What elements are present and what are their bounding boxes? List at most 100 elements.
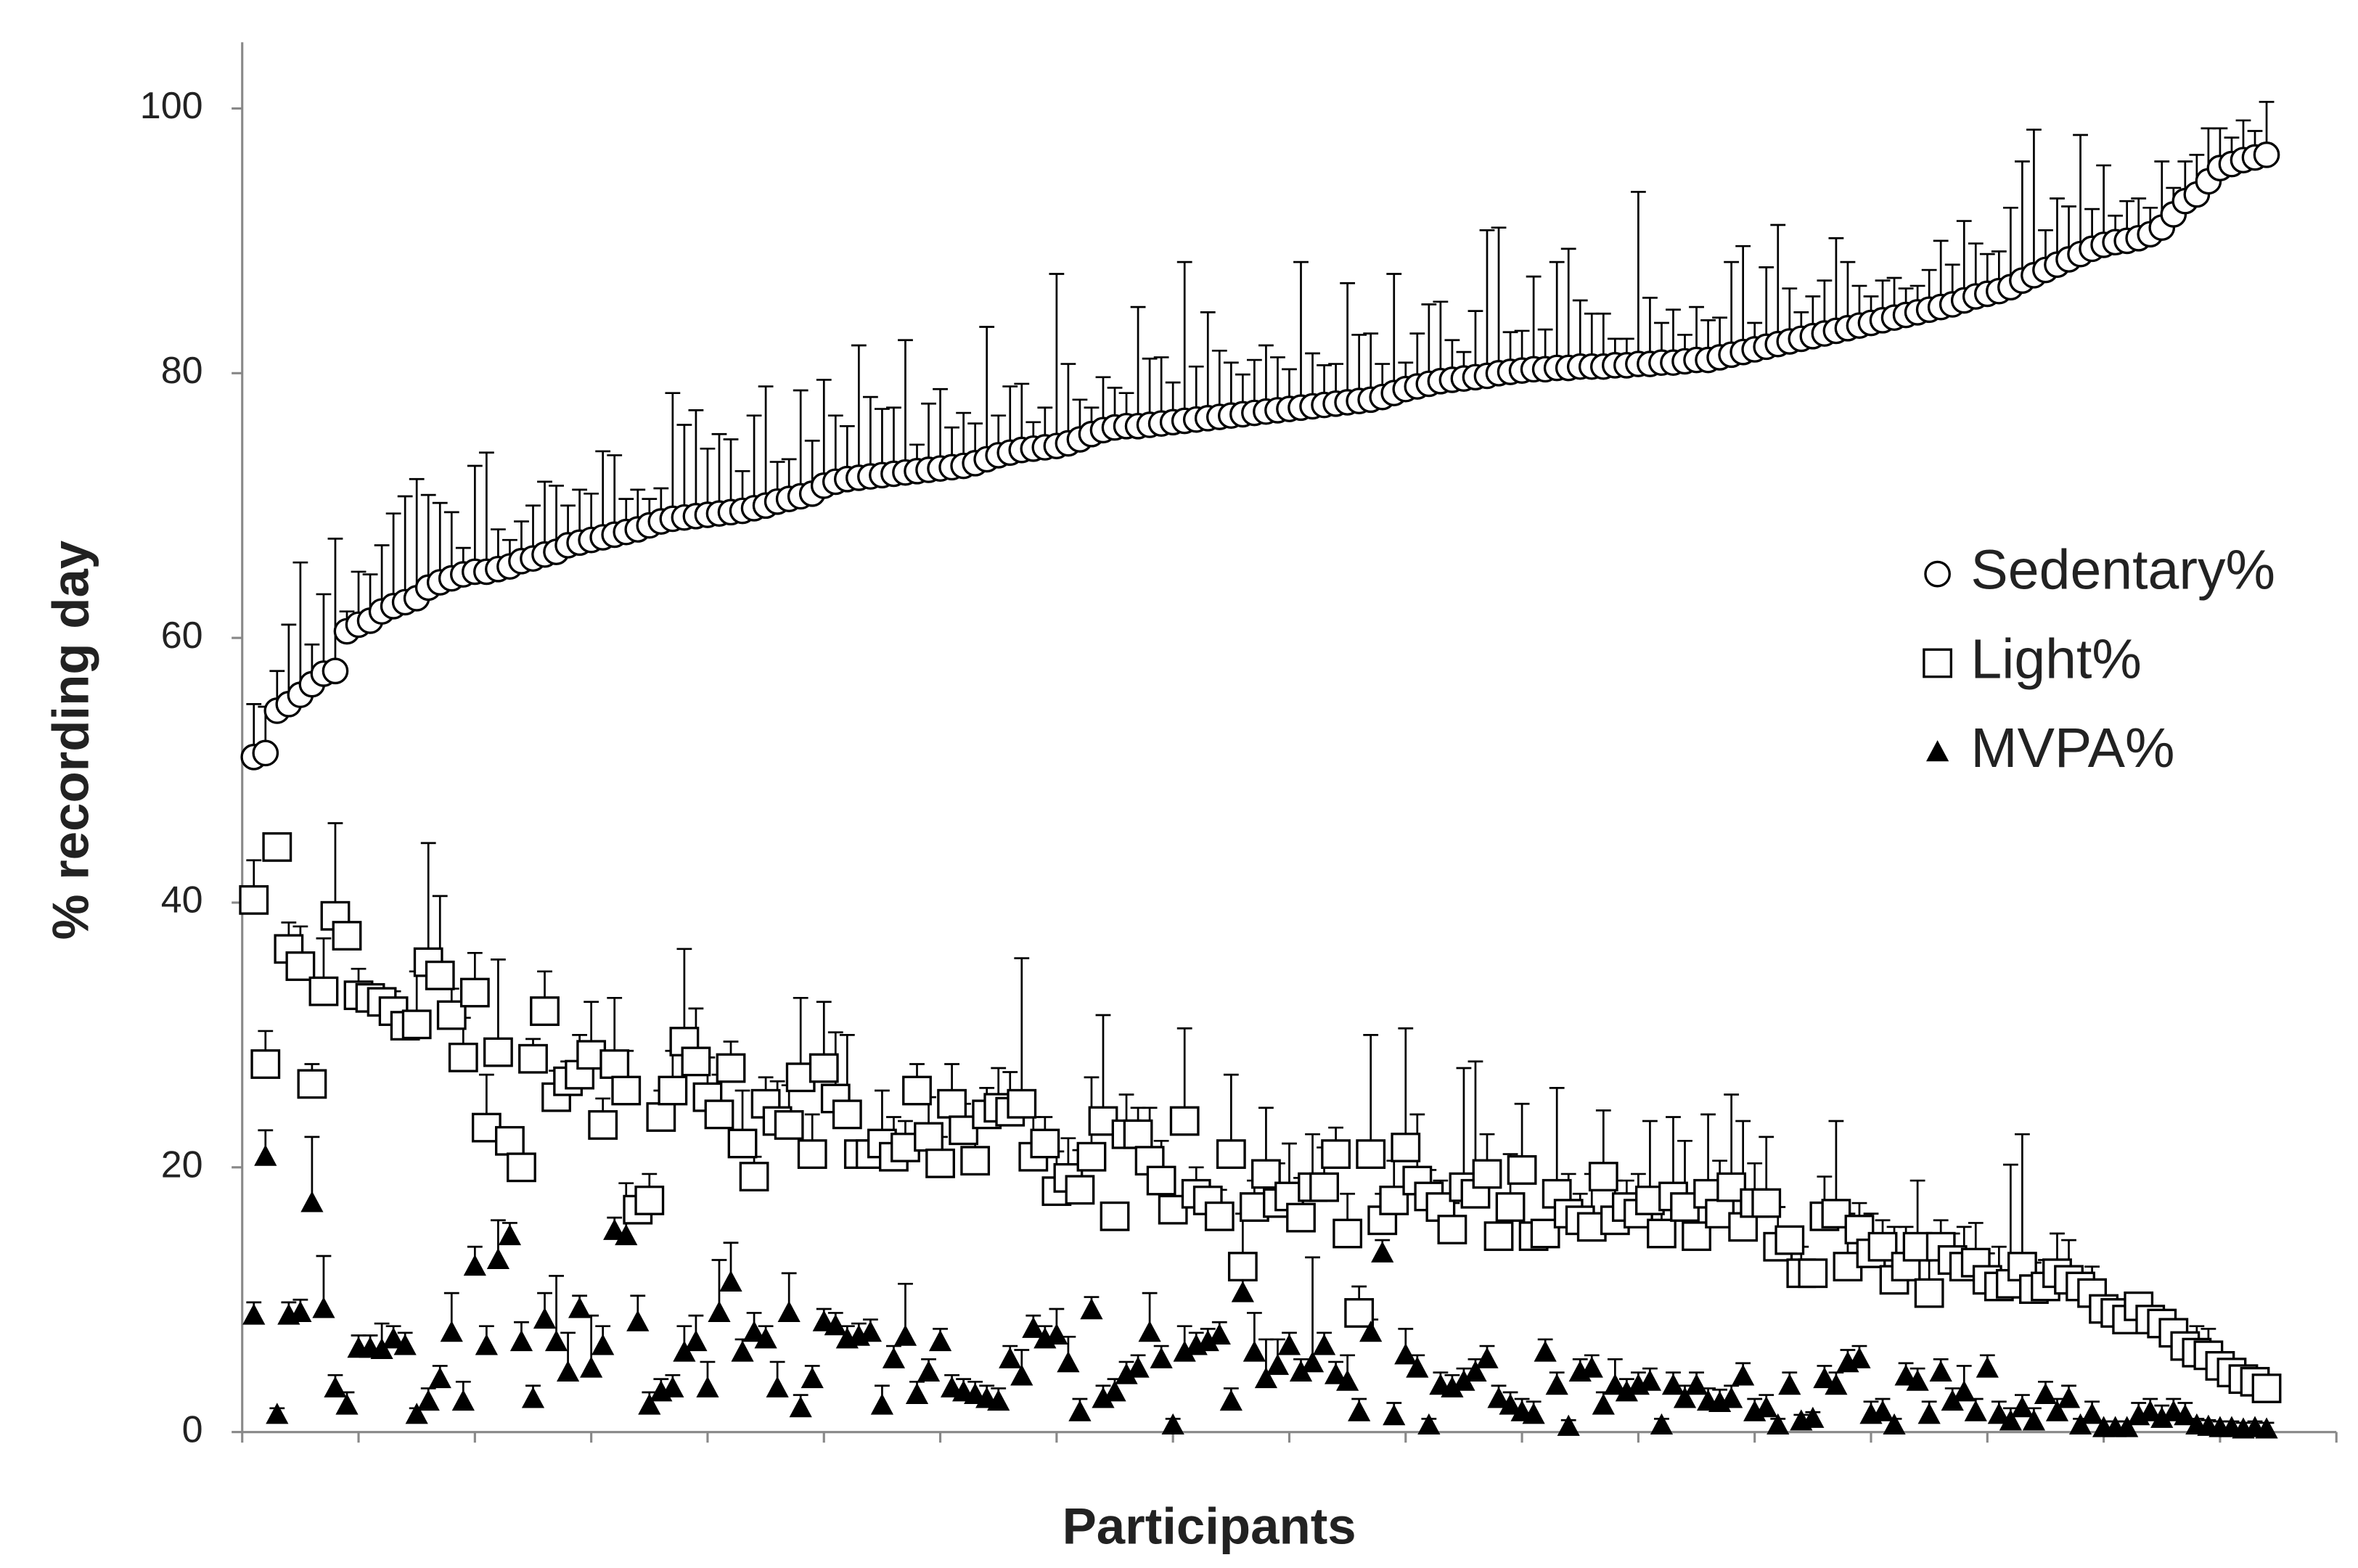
point — [716, 1053, 746, 1083]
point — [1394, 1343, 1417, 1365]
point — [1507, 1155, 1537, 1185]
point — [332, 921, 362, 951]
error-bar — [688, 409, 704, 517]
point — [808, 1053, 839, 1083]
point — [1204, 1201, 1235, 1231]
point — [1076, 1141, 1107, 1172]
error-bar — [2014, 160, 2030, 281]
point — [370, 1337, 393, 1360]
error-bar — [898, 339, 913, 473]
point — [417, 1390, 440, 1411]
point — [1964, 1400, 1987, 1421]
point — [1356, 1139, 1386, 1169]
point — [2253, 141, 2280, 168]
point — [1522, 1403, 1545, 1424]
error-bar — [1479, 229, 1495, 376]
error-bar — [1305, 1256, 1320, 1363]
error-bar — [1176, 260, 1192, 421]
point — [2068, 1413, 2092, 1435]
point — [696, 1376, 719, 1397]
point — [2139, 1400, 2162, 1421]
error-bar — [1176, 1027, 1192, 1121]
point — [1755, 1396, 1778, 1418]
point — [1103, 1380, 1126, 1402]
point — [893, 1324, 917, 1346]
point — [1778, 1374, 1801, 1395]
error-bar — [1293, 260, 1309, 408]
point — [681, 1046, 711, 1077]
point — [824, 1314, 847, 1336]
point — [1161, 1413, 1184, 1435]
point — [1010, 1364, 1033, 1386]
y-tick-label: 80 — [161, 350, 203, 392]
point — [646, 1102, 676, 1132]
legend-item: Light% — [1923, 628, 2142, 690]
point — [518, 1043, 548, 1074]
point — [1123, 1119, 1153, 1149]
point — [1774, 1225, 1805, 1255]
point — [568, 1297, 591, 1318]
point — [1309, 1172, 1339, 1202]
point — [1557, 1414, 1580, 1436]
error-bar — [758, 385, 774, 506]
point — [335, 1393, 359, 1415]
point — [1883, 1413, 1906, 1435]
error-bar — [1095, 1014, 1111, 1121]
point — [1030, 1128, 1060, 1159]
point — [308, 976, 339, 1006]
point — [544, 1329, 568, 1352]
point — [1615, 1380, 1638, 1402]
error-bar — [1386, 273, 1402, 393]
point — [509, 1329, 533, 1352]
point — [1952, 1380, 1976, 1402]
y-tick-label: 60 — [161, 615, 203, 657]
legend-swatch — [1925, 740, 1949, 762]
error-bar — [1491, 226, 1507, 374]
point — [870, 1393, 894, 1415]
point — [611, 1075, 642, 1106]
error-bar — [1049, 273, 1065, 446]
point — [1057, 1351, 1080, 1373]
point — [580, 1356, 603, 1378]
error-bar — [420, 493, 436, 588]
legend-item: Sedentary% — [1924, 538, 2275, 601]
point — [1312, 1334, 1336, 1355]
point — [498, 1224, 522, 1246]
point — [285, 951, 316, 981]
error-bar — [2073, 134, 2088, 255]
point — [797, 1139, 827, 1169]
point — [1417, 1413, 1441, 1435]
error-bar — [327, 822, 343, 916]
point — [1173, 1340, 1196, 1362]
y-tick-label: 40 — [161, 879, 203, 921]
point — [1022, 1316, 1045, 1338]
point — [766, 1376, 789, 1397]
point — [708, 1300, 731, 1322]
point — [533, 1307, 557, 1329]
point — [754, 1327, 777, 1349]
point — [882, 1347, 906, 1368]
point — [1254, 1367, 1278, 1389]
point — [669, 1027, 700, 1056]
point — [1196, 1329, 1219, 1352]
point — [774, 1110, 804, 1140]
point — [638, 1393, 661, 1415]
point — [1208, 1323, 1231, 1345]
point — [1324, 1363, 1348, 1384]
point — [1914, 1278, 1944, 1308]
point — [2022, 1409, 2046, 1431]
point — [902, 1075, 932, 1106]
point — [2251, 1374, 2282, 1403]
point — [1732, 1364, 1755, 1386]
point — [1216, 1139, 1246, 1169]
point — [999, 1347, 1022, 1368]
point — [1603, 1374, 1626, 1395]
point — [1391, 1133, 1421, 1162]
point — [1266, 1353, 1290, 1375]
point — [905, 1382, 929, 1405]
point — [1867, 1231, 1898, 1262]
point — [266, 1403, 289, 1424]
point — [1684, 1374, 1708, 1395]
error-bar — [490, 959, 506, 1053]
point — [588, 1110, 618, 1140]
